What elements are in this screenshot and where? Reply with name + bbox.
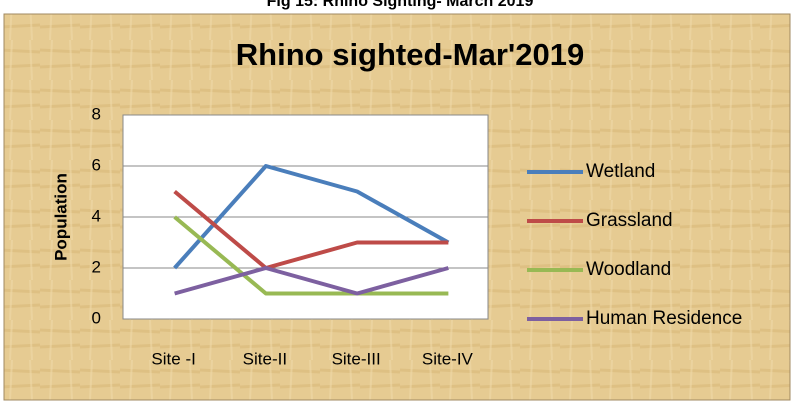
y-tick-label: 0 [92,308,101,327]
x-tick-label: Site -I [151,349,195,368]
y-axis-label: Population [51,173,70,261]
y-tick-label: 8 [92,104,101,123]
legend-label: Woodland [586,259,671,280]
x-tick-label: Site-III [332,349,381,368]
series-line [173,215,449,296]
figure-caption: Fig 15: Rhino Sighting- March 2019 [267,0,534,10]
legend-label: Wetland [586,161,655,182]
legend-label: Grassland [586,210,673,231]
series-line [174,266,449,296]
series-line [173,189,449,270]
x-tick-label: Site-II [243,349,287,368]
legend-label: Human Residence [586,308,742,329]
y-tick-label: 4 [92,206,101,225]
y-tick-label: 6 [92,155,101,174]
chart-title: Rhino sighted-Mar'2019 [236,37,584,72]
series-line [173,164,450,270]
x-tick-label: Site-IV [422,349,474,368]
y-tick-label: 2 [92,257,101,276]
